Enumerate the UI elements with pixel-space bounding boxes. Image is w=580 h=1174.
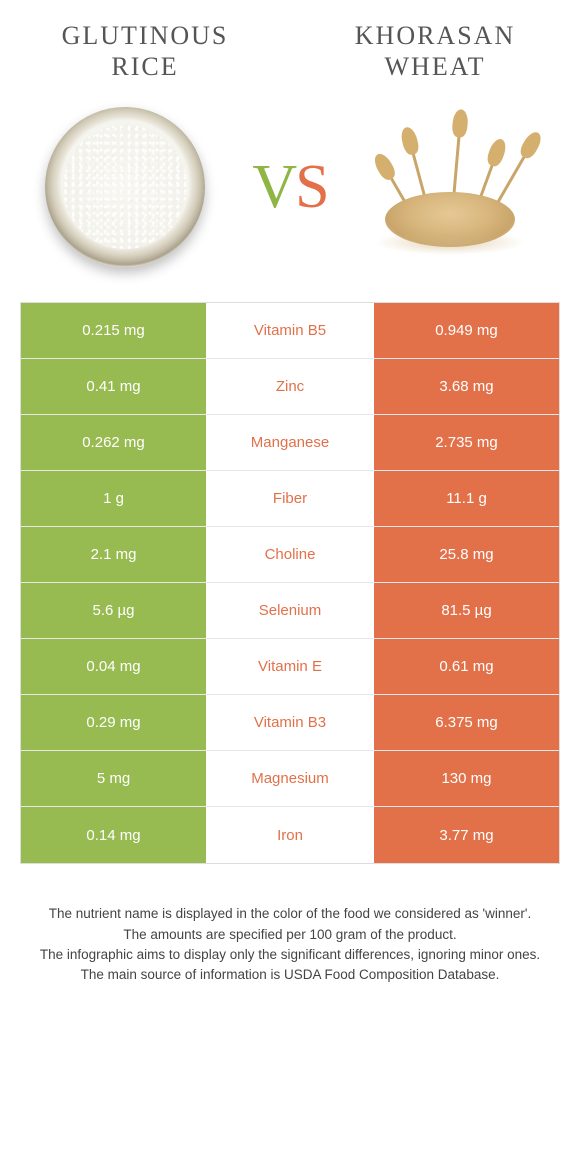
nutrient-name: Magnesium xyxy=(206,751,374,806)
table-row: 2.1 mgCholine25.8 mg xyxy=(21,527,559,583)
footer-notes: The nutrient name is displayed in the co… xyxy=(0,864,580,985)
right-value: 130 mg xyxy=(374,751,559,806)
nutrient-name: Selenium xyxy=(206,583,374,638)
left-value: 1 g xyxy=(21,471,206,526)
table-row: 0.262 mgManganese2.735 mg xyxy=(21,415,559,471)
footer-line-2: The amounts are specified per 100 gram o… xyxy=(30,925,550,945)
right-food-image xyxy=(370,102,540,272)
left-value: 0.04 mg xyxy=(21,639,206,694)
right-value: 25.8 mg xyxy=(374,527,559,582)
right-value: 0.949 mg xyxy=(374,303,559,358)
table-row: 5 mgMagnesium130 mg xyxy=(21,751,559,807)
left-food-title: Glutinous rice xyxy=(30,20,260,82)
rice-bowl-icon xyxy=(45,107,205,267)
nutrient-name: Fiber xyxy=(206,471,374,526)
nutrient-name: Iron xyxy=(206,807,374,863)
footer-line-3: The infographic aims to display only the… xyxy=(30,945,550,965)
nutrient-name: Choline xyxy=(206,527,374,582)
table-row: 0.04 mgVitamin E0.61 mg xyxy=(21,639,559,695)
right-value: 11.1 g xyxy=(374,471,559,526)
right-value: 3.77 mg xyxy=(374,807,559,863)
nutrient-name: Manganese xyxy=(206,415,374,470)
left-value: 5.6 µg xyxy=(21,583,206,638)
left-value: 0.262 mg xyxy=(21,415,206,470)
table-row: 0.41 mgZinc3.68 mg xyxy=(21,359,559,415)
table-row: 1 gFiber11.1 g xyxy=(21,471,559,527)
nutrient-name: Vitamin B3 xyxy=(206,695,374,750)
left-value: 2.1 mg xyxy=(21,527,206,582)
right-value: 3.68 mg xyxy=(374,359,559,414)
vs-letter-v: V xyxy=(252,153,295,221)
footer-line-4: The main source of information is USDA F… xyxy=(30,965,550,985)
table-row: 5.6 µgSelenium81.5 µg xyxy=(21,583,559,639)
header: Glutinous rice Khorasan wheat xyxy=(0,0,580,92)
vs-label: VS xyxy=(252,152,327,223)
nutrient-name: Vitamin E xyxy=(206,639,374,694)
footer-line-1: The nutrient name is displayed in the co… xyxy=(30,904,550,924)
right-food-title: Khorasan wheat xyxy=(320,20,550,82)
right-value: 6.375 mg xyxy=(374,695,559,750)
left-food-image xyxy=(40,102,210,272)
right-value: 2.735 mg xyxy=(374,415,559,470)
table-row: 0.14 mgIron3.77 mg xyxy=(21,807,559,863)
vs-row: VS xyxy=(0,92,580,302)
right-value: 81.5 µg xyxy=(374,583,559,638)
wheat-icon xyxy=(370,117,540,257)
vs-letter-s: S xyxy=(295,153,327,221)
comparison-table: 0.215 mgVitamin B50.949 mg0.41 mgZinc3.6… xyxy=(20,302,560,864)
right-value: 0.61 mg xyxy=(374,639,559,694)
left-value: 0.29 mg xyxy=(21,695,206,750)
table-row: 0.215 mgVitamin B50.949 mg xyxy=(21,303,559,359)
nutrient-name: Zinc xyxy=(206,359,374,414)
left-value: 5 mg xyxy=(21,751,206,806)
left-value: 0.41 mg xyxy=(21,359,206,414)
nutrient-name: Vitamin B5 xyxy=(206,303,374,358)
left-value: 0.14 mg xyxy=(21,807,206,863)
left-value: 0.215 mg xyxy=(21,303,206,358)
table-row: 0.29 mgVitamin B36.375 mg xyxy=(21,695,559,751)
